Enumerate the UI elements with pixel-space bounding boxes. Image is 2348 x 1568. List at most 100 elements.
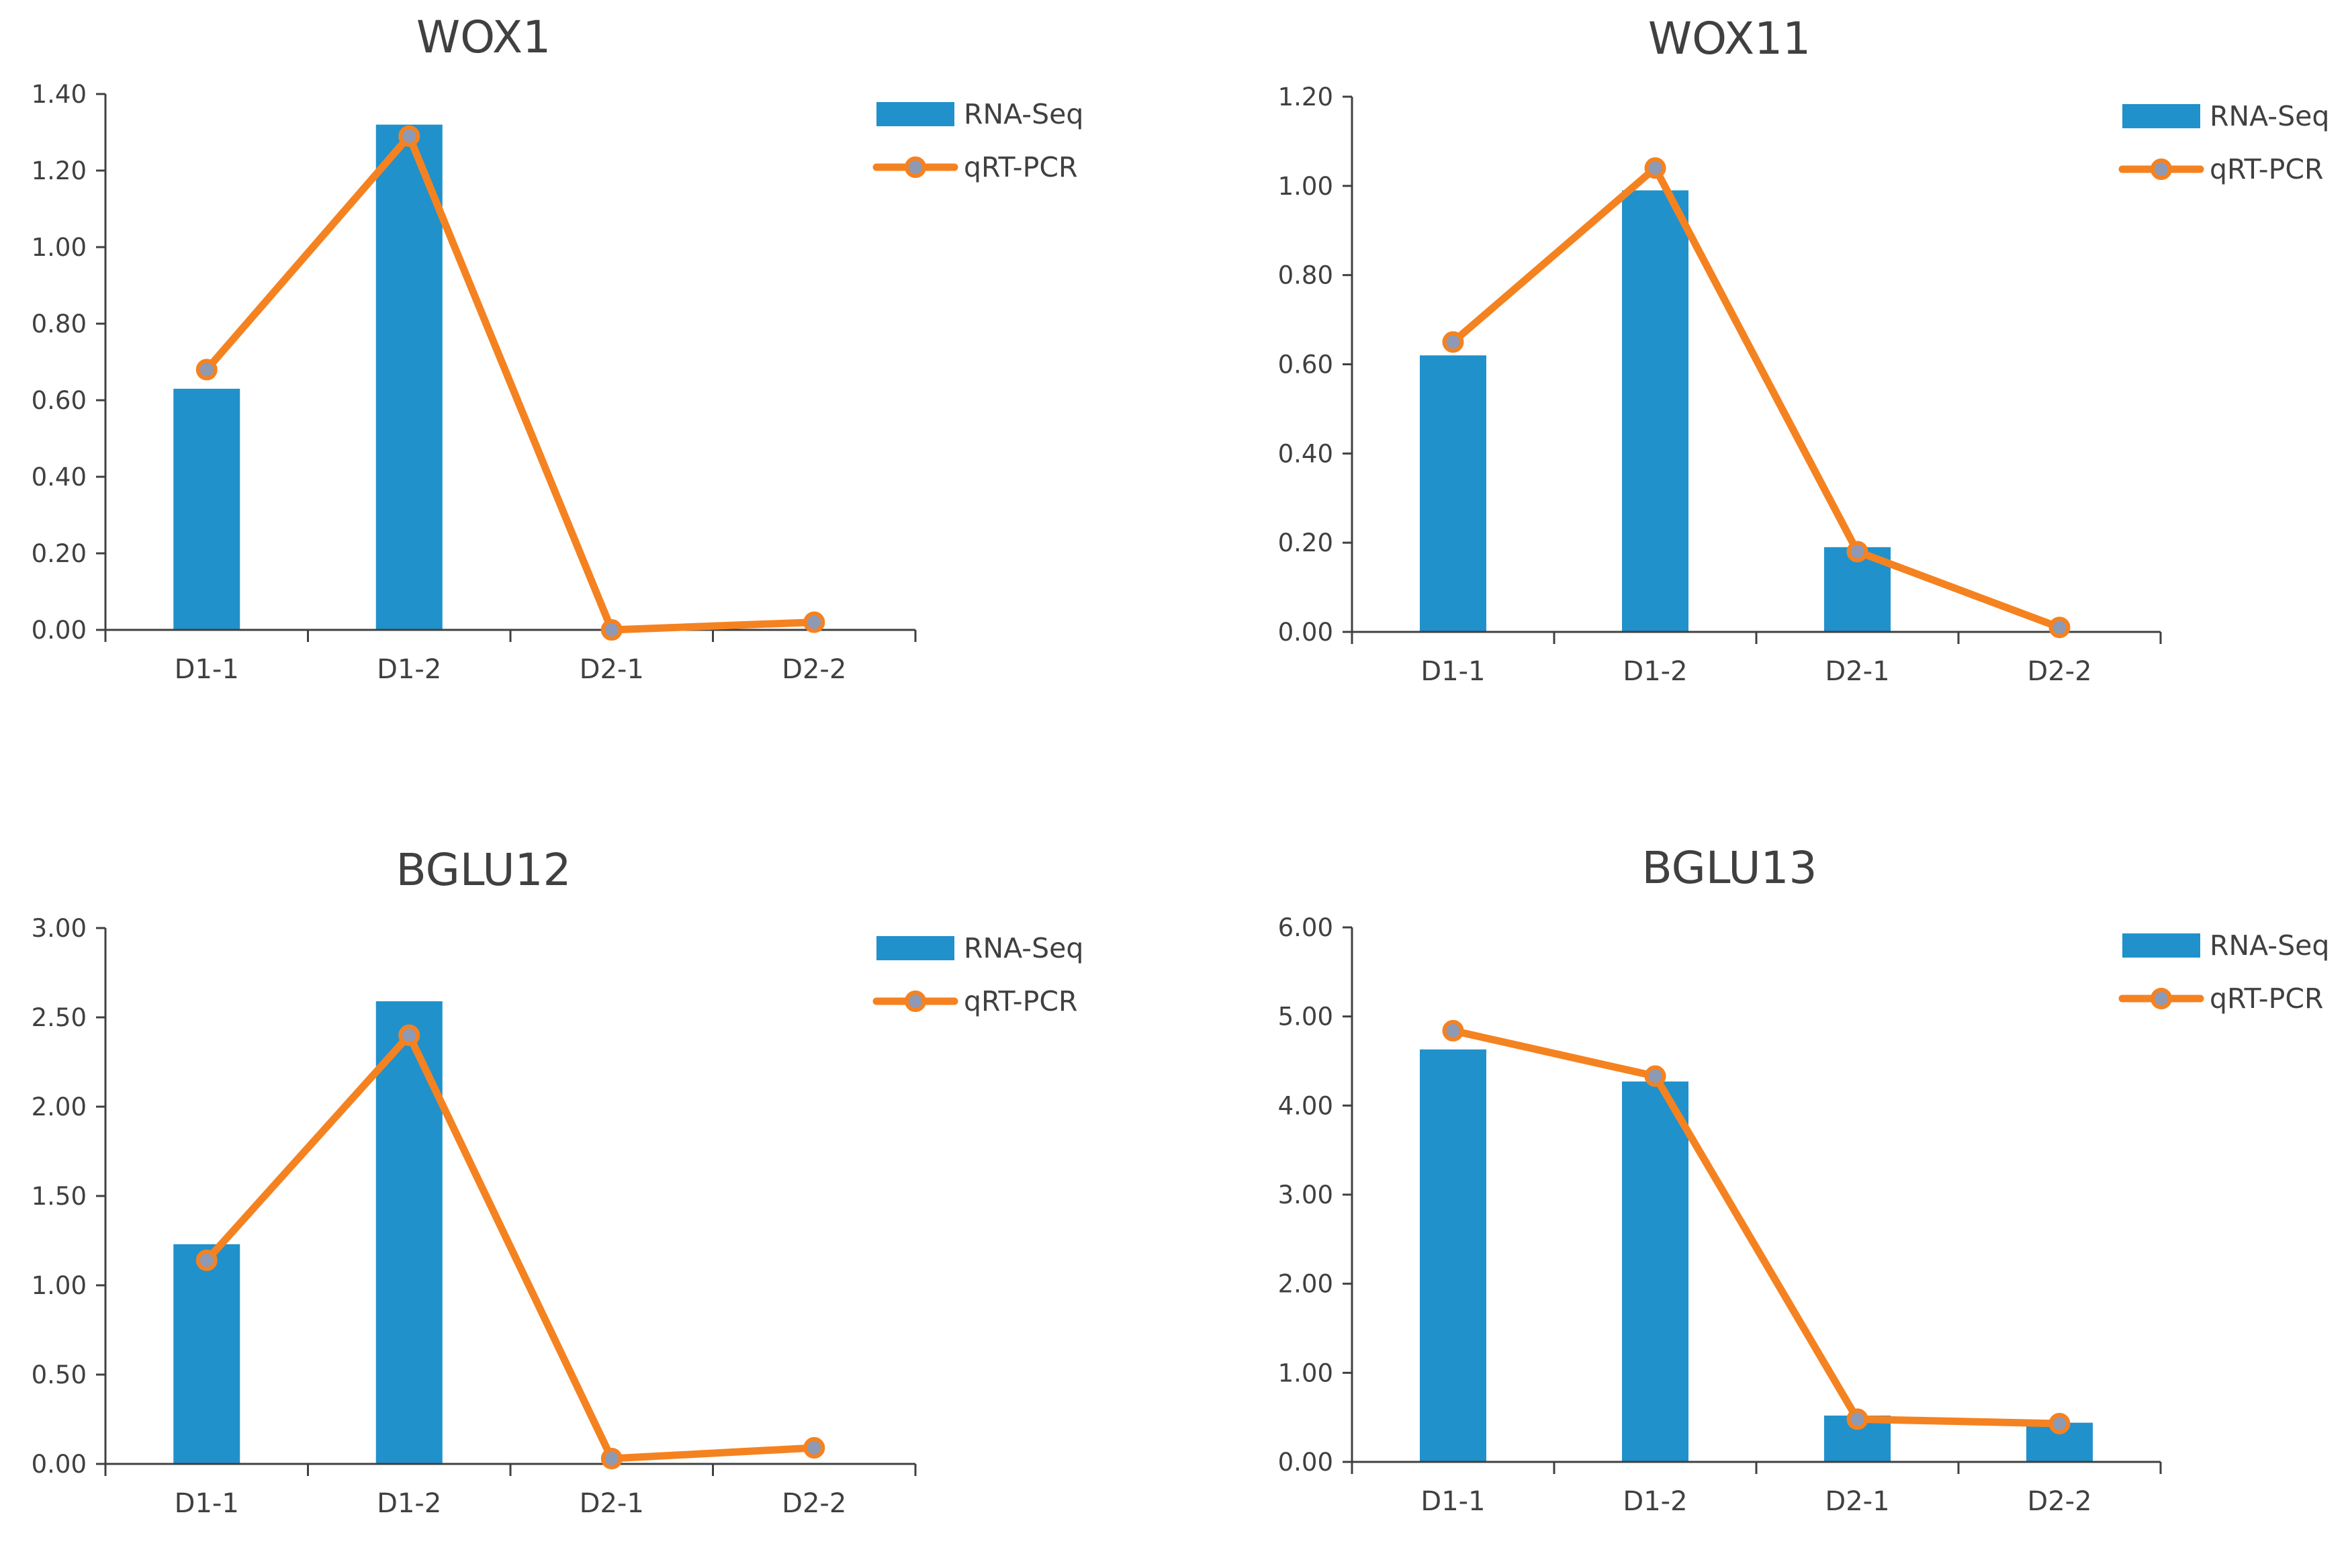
y-tick-label: 0.40 bbox=[32, 463, 87, 492]
bar-rna-seq-d1-1 bbox=[173, 1244, 240, 1464]
x-tick-label: D1-1 bbox=[175, 654, 239, 685]
line-qrt-pcr bbox=[203, 1031, 818, 1463]
point-qrt-pcr-d2-1 bbox=[1846, 1408, 1868, 1430]
point-qrt-pcr-d1-1 bbox=[195, 1249, 218, 1271]
point-qrt-pcr-d2-1 bbox=[600, 619, 623, 641]
y-tick-label: 0.00 bbox=[32, 1450, 87, 1479]
y-tick-label: 0.00 bbox=[32, 616, 87, 645]
chart-title: BGLU13 bbox=[1641, 842, 1817, 894]
y-tick-label: 0.60 bbox=[32, 386, 87, 415]
point-qrt-pcr-d2-1 bbox=[1846, 541, 1868, 563]
legend: RNA-Seq qRT-PCR bbox=[872, 98, 1083, 183]
point-qrt-pcr-d1-1 bbox=[195, 359, 218, 381]
x-tick-label: D2-1 bbox=[1825, 1486, 1889, 1517]
x-tick-label: D2-2 bbox=[782, 1488, 846, 1519]
y-tick-label: 0.50 bbox=[32, 1361, 87, 1389]
y-tick-label: 2.50 bbox=[32, 1003, 87, 1032]
bar-rna-seq-d1-1 bbox=[173, 388, 240, 630]
legend: RNA-Seq qRT-PCR bbox=[2118, 929, 2329, 1015]
chart-panel-bglu12: BGLU12 0.00 0.50 1.00 1.50 2.00 2.50 3.00 D1-1 D1… bbox=[32, 844, 1084, 1519]
legend-swatch-rna-seq bbox=[876, 936, 954, 960]
bar-rna-seq-d1-2 bbox=[375, 1001, 443, 1464]
chart-panel-bglu13: BGLU13 0.00 1.00 2.00 3.00 4.00 5.00 6.00 D1-1 D1… bbox=[1278, 842, 2330, 1517]
point-qrt-pcr-d1-2 bbox=[398, 125, 420, 147]
y-tick-label: 1.00 bbox=[32, 1271, 87, 1300]
legend-marker-qrt-pcr bbox=[905, 156, 926, 178]
legend: RNA-Seq qRT-PCR bbox=[2118, 100, 2329, 185]
point-qrt-pcr-d1-2 bbox=[398, 1024, 420, 1046]
x-tick-label: D2-1 bbox=[580, 654, 644, 685]
x-tick-label: D1-1 bbox=[1420, 656, 1485, 687]
y-tick-label: 1.00 bbox=[1278, 1358, 1333, 1387]
y-tick-label: 1.20 bbox=[1278, 83, 1333, 111]
x-tick-label: D1-2 bbox=[377, 1488, 441, 1519]
chart-panel-wox11: WOX11 0.00 0.20 0.40 0.60 0.80 1.00 1.20 D1-1 D1-… bbox=[1278, 13, 2330, 687]
y-tick-label: 1.40 bbox=[32, 80, 87, 109]
chart-title: WOX1 bbox=[416, 11, 551, 63]
bar-rna-seq-d1-2 bbox=[375, 124, 443, 631]
line-qrt-pcr bbox=[1449, 1027, 2063, 1428]
x-tick-label: D1-1 bbox=[1420, 1486, 1485, 1517]
legend-label-rna-seq: RNA-Seq bbox=[964, 98, 1083, 130]
y-tick-label: 1.00 bbox=[32, 233, 87, 262]
x-tick-label: D1-2 bbox=[1623, 656, 1687, 687]
point-qrt-pcr-d2-2 bbox=[803, 611, 825, 633]
y-tick-label: 2.00 bbox=[1278, 1270, 1333, 1299]
line-qrt-pcr bbox=[1449, 164, 2063, 631]
y-tick-label: 5.00 bbox=[1278, 1003, 1333, 1031]
y-tick-label: 6.00 bbox=[1278, 913, 1333, 942]
y-tick-label: 3.00 bbox=[32, 914, 87, 943]
point-qrt-pcr-d2-2 bbox=[2048, 1412, 2071, 1434]
legend-label-qrt-pcr: qRT-PCR bbox=[964, 151, 1077, 183]
point-qrt-pcr-d1-1 bbox=[1442, 331, 1464, 353]
point-qrt-pcr-d2-2 bbox=[2048, 616, 2071, 639]
x-tick-label: D1-2 bbox=[1623, 1486, 1687, 1517]
point-qrt-pcr-d1-2 bbox=[1644, 157, 1666, 179]
chart-title: WOX11 bbox=[1648, 13, 1811, 64]
x-tick-label: D1-2 bbox=[377, 654, 441, 685]
chart-panel-wox1: WOX1 0.00 0.20 0.40 0.60 0.80 1.00 1.20 1.40 D1-1… bbox=[32, 11, 1084, 685]
y-tick-label: 0.80 bbox=[1278, 261, 1333, 290]
y-tick-label: 1.00 bbox=[1278, 172, 1333, 201]
point-qrt-pcr-d1-2 bbox=[1644, 1065, 1666, 1087]
line-qrt-pcr bbox=[203, 132, 818, 634]
y-tick-label: 1.20 bbox=[32, 156, 87, 185]
x-tick-label: D2-2 bbox=[2027, 1486, 2091, 1517]
bar-rna-seq-d1-2 bbox=[1622, 1081, 1688, 1462]
legend-swatch-rna-seq bbox=[2122, 104, 2200, 128]
bar-rna-seq-d1-2 bbox=[1622, 190, 1688, 633]
y-tick-label: 3.00 bbox=[1278, 1181, 1333, 1209]
y-tick-label: 2.00 bbox=[32, 1093, 87, 1121]
legend-label-rna-seq: RNA-Seq bbox=[964, 932, 1083, 964]
x-tick-label: D2-1 bbox=[580, 1488, 644, 1519]
y-tick-label: 0.60 bbox=[1278, 351, 1333, 379]
legend-marker-qrt-pcr bbox=[2151, 158, 2172, 180]
point-qrt-pcr-d2-2 bbox=[803, 1437, 825, 1459]
legend-marker-qrt-pcr bbox=[2151, 988, 2172, 1009]
y-tick-label: 0.80 bbox=[32, 310, 87, 338]
x-tick-label: D1-1 bbox=[175, 1488, 239, 1519]
legend-swatch-rna-seq bbox=[2122, 933, 2200, 958]
chart-title: BGLU12 bbox=[396, 844, 571, 896]
legend-label-qrt-pcr: qRT-PCR bbox=[2210, 982, 2323, 1015]
legend-label-qrt-pcr: qRT-PCR bbox=[964, 985, 1077, 1017]
y-tick-label: 1.50 bbox=[32, 1182, 87, 1211]
y-tick-label: 0.40 bbox=[1278, 439, 1333, 468]
legend-marker-qrt-pcr bbox=[905, 990, 926, 1012]
legend-label-qrt-pcr: qRT-PCR bbox=[2210, 153, 2323, 185]
x-tick-label: D2-2 bbox=[782, 654, 846, 685]
y-tick-label: 0.20 bbox=[1278, 528, 1333, 557]
bar-rna-seq-d1-1 bbox=[1420, 1049, 1486, 1462]
legend-swatch-rna-seq bbox=[876, 102, 954, 126]
y-tick-label: 0.00 bbox=[1278, 618, 1333, 647]
y-tick-label: 0.20 bbox=[32, 539, 87, 568]
y-tick-label: 4.00 bbox=[1278, 1091, 1333, 1120]
point-qrt-pcr-d2-1 bbox=[600, 1448, 623, 1470]
legend-label-rna-seq: RNA-Seq bbox=[2210, 929, 2329, 962]
point-qrt-pcr-d1-1 bbox=[1442, 1019, 1464, 1042]
legend-label-rna-seq: RNA-Seq bbox=[2210, 100, 2329, 132]
legend: RNA-Seq qRT-PCR bbox=[872, 932, 1083, 1017]
x-tick-label: D2-2 bbox=[2027, 656, 2091, 687]
x-tick-label: D2-1 bbox=[1825, 656, 1889, 687]
